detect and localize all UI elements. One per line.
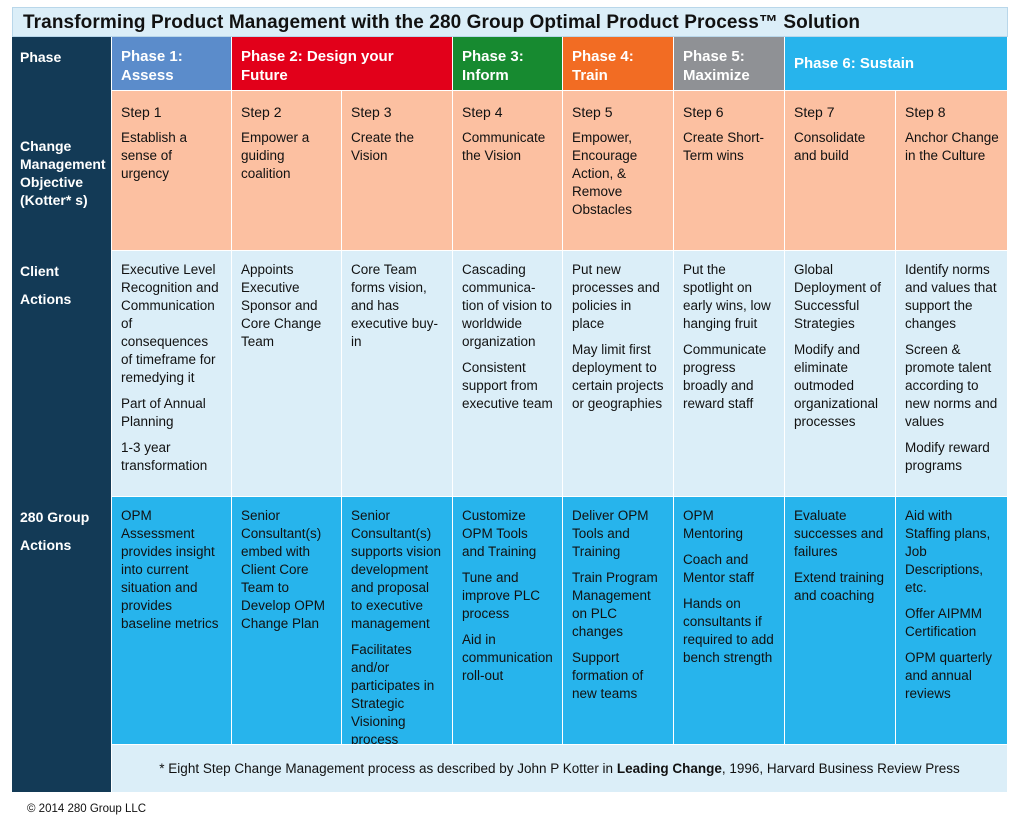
footnote-suffix: , 1996, Harvard Business Review Press: [721, 760, 960, 776]
group-actions-cell: Senior Consultant(s) supports vision dev…: [342, 497, 453, 745]
phase-1-header: Phase 1: Assess: [112, 37, 232, 91]
client-actions-cell: Executive Level Recognition and Communic…: [112, 251, 232, 497]
group-actions-cell: Customize OPM Tools and Training Tune an…: [453, 497, 563, 745]
phase-2-header: Phase 2: Design your Future: [232, 37, 453, 91]
footnote-book-title: Leading Change: [616, 760, 722, 776]
group-actions-cell: Deliver OPM Tools and Training Train Pro…: [563, 497, 674, 745]
client-action-item: Core Team forms vision, and has executiv…: [351, 262, 439, 349]
phase-6-label: Phase 6: Sustain: [794, 55, 915, 72]
step-objective: Empower, Encourage Action, & Remove Obst…: [572, 130, 638, 217]
group-action-item: Aid with Staffing plans, Job Description…: [905, 508, 991, 595]
group-action-item: Customize OPM Tools and Training: [462, 508, 537, 559]
group-action-item: Extend training and coaching: [794, 570, 885, 603]
client-actions-cell: Put new processes and policies in place …: [563, 251, 674, 497]
step-label: Step 6: [683, 104, 724, 120]
step-label: Step 7: [794, 104, 835, 120]
group-action-item: Evaluate successes and failures: [794, 508, 884, 559]
footnote-prefix: * Eight Step Change Management process a…: [159, 760, 617, 776]
title-bar: Transforming Product Management with the…: [12, 7, 1008, 37]
group-action-item: OPM Assessment provides insight into cur…: [121, 508, 219, 631]
group-actions-cell: Evaluate successes and failures Extend t…: [785, 497, 896, 745]
kotter-step-cell: Step 3 Create the Vision: [342, 91, 453, 251]
client-action-item: Cascading communica-tion of vision to wo…: [462, 262, 553, 349]
group-action-item: Train Program Management on PLC changes: [572, 570, 658, 639]
client-action-item: Part of Annual Planning: [121, 396, 206, 429]
group-action-item: Deliver OPM Tools and Training: [572, 508, 649, 559]
step-objective: Empower a guiding coalition: [241, 130, 310, 181]
client-action-item: Consistent support from executive team: [462, 360, 553, 411]
client-actions-cell: Cascading communica-tion of vision to wo…: [453, 251, 563, 497]
step-objective: Anchor Change in the Culture: [905, 130, 999, 163]
copyright-notice: © 2014 280 Group LLC: [27, 803, 147, 815]
client-actions-cell: Core Team forms vision, and has executiv…: [342, 251, 453, 497]
row-header-280-group: 280 Group Actions: [12, 497, 112, 745]
step-objective: Establish a sense of urgency: [121, 130, 188, 181]
client-action-item: Identify norms and values that support t…: [905, 262, 997, 331]
phase-4-header: Phase 4: Train: [563, 37, 674, 91]
group-actions-cell: OPM Assessment provides insight into cur…: [112, 497, 232, 745]
step-label: Step 2: [241, 104, 282, 120]
group-actions-cell: OPM Mentoring Coach and Mentor staff Han…: [674, 497, 785, 745]
client-action-item: Put the spotlight on early wins, low han…: [683, 262, 771, 331]
group-action-item: OPM Mentoring: [683, 508, 744, 541]
client-action-item: May limit first deployment to certain pr…: [572, 342, 664, 411]
group-action-item: Support formation of new teams: [572, 650, 644, 701]
client-action-item: Global Deployment of Successful Strategi…: [794, 262, 882, 331]
kotter-step-cell: Step 6 Create Short-Term wins: [674, 91, 785, 251]
kotter-step-cell: Step 7 Consolidate and build: [785, 91, 896, 251]
step-label: Step 4: [462, 104, 503, 120]
row-header-kotter: Change Management Objective (Kotter* s): [12, 91, 112, 251]
group-action-item: Aid in communication roll-out: [462, 632, 553, 683]
step-label: Step 5: [572, 104, 613, 120]
client-action-item: Put new processes and policies in place: [572, 262, 660, 331]
client-actions-cell: Put the spotlight on early wins, low han…: [674, 251, 785, 497]
group-action-item: OPM quarterly and annual reviews: [905, 650, 993, 701]
client-action-item: Screen & promote talent according to new…: [905, 342, 998, 429]
group-action-item: Offer AIPMM Certification: [905, 606, 983, 639]
group-action-item: Senior Consultant(s) supports vision dev…: [351, 508, 442, 631]
kotter-step-cell: Step 8 Anchor Change in the Culture: [896, 91, 1008, 251]
row-header-client: Client Actions: [12, 251, 112, 497]
client-actions-cell: Identify norms and values that support t…: [896, 251, 1008, 497]
process-table: Phase Phase 1: Assess Phase 2: Design yo…: [12, 37, 1008, 792]
kotter-step-cell: Step 4 Communicate the Vision: [453, 91, 563, 251]
step-objective: Communicate the Vision: [462, 130, 546, 163]
client-action-item: Modify reward programs: [905, 440, 990, 473]
page-title: Transforming Product Management with the…: [23, 12, 861, 33]
group-action-item: Tune and improve PLC process: [462, 570, 541, 621]
step-label: Step 3: [351, 104, 392, 120]
kotter-step-cell: Step 1 Establish a sense of urgency: [112, 91, 232, 251]
phase-6-header: Phase 6: Sustain: [785, 37, 1008, 91]
client-action-item: Appoints Executive Sponsor and Core Chan…: [241, 262, 322, 349]
footnote-text: * Eight Step Change Management process a…: [159, 760, 959, 778]
group-action-item: Coach and Mentor staff: [683, 552, 755, 585]
group-action-item: Senior Consultant(s) embed with Client C…: [241, 508, 326, 631]
client-action-item: Communicate progress broadly and reward …: [683, 342, 767, 411]
group-actions-cell: Senior Consultant(s) embed with Client C…: [232, 497, 342, 745]
client-actions-cell: Appoints Executive Sponsor and Core Chan…: [232, 251, 342, 497]
group-actions-cell: Aid with Staffing plans, Job Description…: [896, 497, 1008, 745]
step-objective: Consolidate and build: [794, 130, 866, 163]
row-header-footnote-band: [12, 745, 112, 792]
step-objective: Create the Vision: [351, 130, 415, 163]
client-actions-cell: Global Deployment of Successful Strategi…: [785, 251, 896, 497]
client-action-item: 1-3 year transformation: [121, 440, 208, 473]
group-action-item: Facilitates and/or participates in Strat…: [351, 642, 435, 745]
step-objective: Create Short-Term wins: [683, 130, 765, 163]
client-action-item: Executive Level Recognition and Communic…: [121, 262, 219, 385]
group-action-item: Hands on consultants if required to add …: [683, 596, 774, 665]
phase-3-header: Phase 3: Inform: [453, 37, 563, 91]
kotter-step-cell: Step 5 Empower, Encourage Action, & Remov…: [563, 91, 674, 251]
client-action-item: Modify and eliminate outmoded organizati…: [794, 342, 879, 429]
phase-5-header: Phase 5: Maximize: [674, 37, 785, 91]
step-label: Step 8: [905, 104, 946, 120]
step-label: Step 1: [121, 104, 162, 120]
kotter-step-cell: Step 2 Empower a guiding coalition: [232, 91, 342, 251]
row-header-phase: Phase: [12, 37, 112, 91]
kotter-footnote: * Eight Step Change Management process a…: [112, 745, 1008, 792]
